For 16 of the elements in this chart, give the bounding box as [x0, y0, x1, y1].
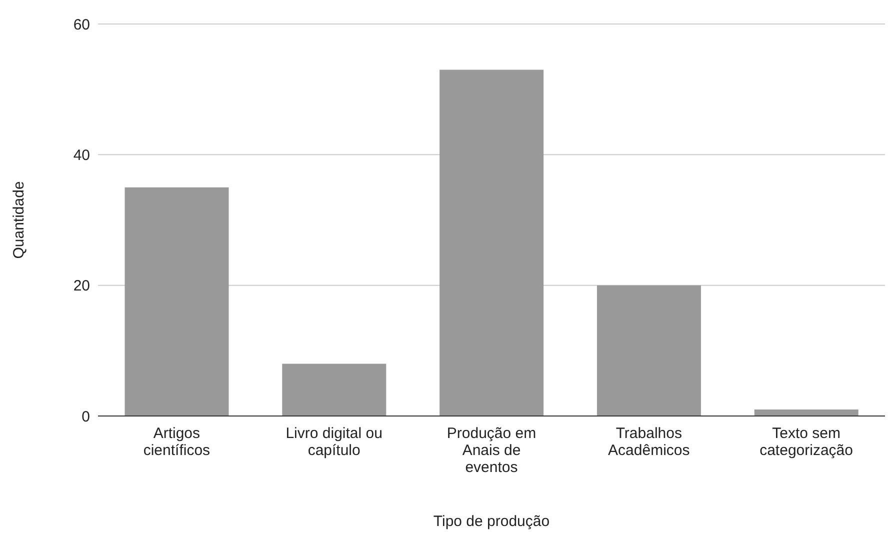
x-tick-label: Produção em Anais de eventos — [446, 425, 536, 476]
bar — [440, 70, 544, 416]
y-tick-label: 60 — [73, 16, 90, 34]
y-tick-label: 0 — [82, 408, 90, 426]
bar — [596, 285, 701, 416]
bar — [282, 364, 386, 416]
x-tick-label: Livro digital ou capítulo — [286, 425, 382, 459]
bar — [754, 409, 858, 416]
x-axis-title: Tipo de produção — [433, 513, 550, 530]
y-tick-label: 20 — [73, 278, 90, 295]
y-axis-title: Quantidade — [10, 181, 28, 259]
x-tick-label: Trabalhos Acadêmicos — [608, 425, 690, 459]
bar — [124, 187, 229, 416]
x-tick-label: Texto sem categorização — [760, 425, 854, 459]
x-tick-label: Artigos científicos — [143, 425, 210, 459]
y-tick-label: 40 — [73, 146, 90, 164]
